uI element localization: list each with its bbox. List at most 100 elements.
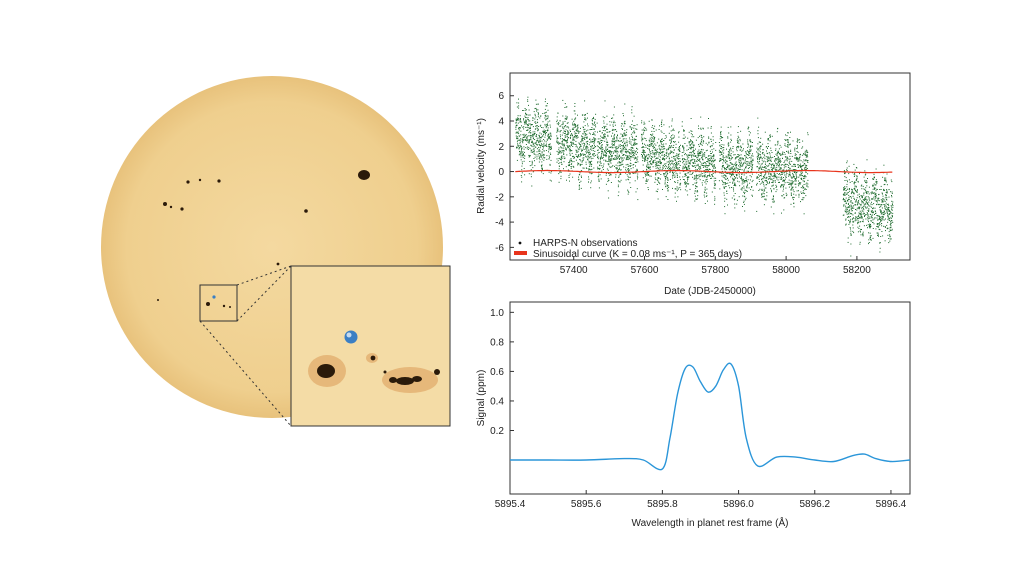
rv-observation-point <box>515 132 517 134</box>
rv-observation-point <box>711 164 713 166</box>
rv-observation-point <box>613 120 615 122</box>
rv-observation-point <box>591 129 593 130</box>
rv-observation-point <box>788 173 790 175</box>
rv-observation-point <box>794 164 796 166</box>
rv-observation-point <box>583 154 585 156</box>
rv-observation-point <box>597 131 598 133</box>
rv-observation-point <box>656 161 657 163</box>
rv-observation-point <box>732 169 734 170</box>
rv-observation-point <box>790 153 792 154</box>
rv-observation-point <box>594 134 596 136</box>
rv-observation-point <box>705 179 707 181</box>
rv-observation-point <box>540 133 542 135</box>
rv-observation-point <box>597 166 599 168</box>
rv-observation-point <box>518 105 520 107</box>
rv-observation-point <box>575 153 577 155</box>
rv-observation-point <box>641 156 643 158</box>
rv-observation-point <box>661 154 663 156</box>
rv-observation-point <box>525 147 527 149</box>
rv-observation-point <box>652 144 654 146</box>
rv-observation-point <box>604 133 606 135</box>
rv-observation-point <box>729 154 731 156</box>
rv-observation-point <box>778 162 780 164</box>
rv-observation-point <box>577 151 579 153</box>
rv-observation-point <box>773 164 774 166</box>
rv-observation-point <box>730 173 732 175</box>
rv-observation-point <box>558 122 560 124</box>
rv-observation-point <box>800 171 802 173</box>
rv-observation-point <box>538 135 540 137</box>
rv-observation-point <box>549 124 551 126</box>
rv-observation-point <box>788 165 790 167</box>
rv-observation-point <box>749 151 751 153</box>
rv-observation-point <box>532 167 534 169</box>
rv-observation-point <box>626 145 628 147</box>
rv-observation-point <box>532 151 534 153</box>
rv-observation-point <box>679 176 681 178</box>
rv-observation-point <box>855 185 857 187</box>
rv-observation-point <box>797 159 799 161</box>
rv-observation-point <box>726 157 728 159</box>
rv-observation-point <box>620 162 622 164</box>
rv-observation-point <box>781 164 783 165</box>
rv-observation-point <box>868 193 870 195</box>
rv-observation-point <box>710 145 712 147</box>
rv-observation-point <box>794 147 796 149</box>
rv-observation-point <box>544 157 546 159</box>
rv-observation-point <box>531 145 533 147</box>
rv-observation-point <box>654 148 656 150</box>
rv-observation-point <box>668 153 670 155</box>
rv-observation-point <box>791 183 793 185</box>
rv-observation-point <box>571 135 573 137</box>
rv-observation-point <box>798 193 800 195</box>
rv-observation-point <box>789 168 791 169</box>
rv-observation-point <box>603 137 605 139</box>
rv-observation-point <box>875 200 877 202</box>
rv-observation-point <box>719 158 721 159</box>
rv-observation-point <box>535 125 537 127</box>
rv-observation-point <box>735 185 737 187</box>
rv-observation-point <box>734 184 736 186</box>
rv-observation-point <box>606 123 608 125</box>
rv-observation-point <box>592 123 594 125</box>
rv-observation-point <box>519 153 521 155</box>
rv-observation-point <box>589 164 591 166</box>
rv-observation-point <box>645 140 647 142</box>
rv-observation-point <box>850 204 852 206</box>
rv-observation-point <box>795 159 797 161</box>
rv-observation-point <box>805 189 807 190</box>
rv-observation-point <box>574 123 576 125</box>
rv-observation-point <box>649 151 651 153</box>
rv-observation-point <box>533 153 535 155</box>
rv-observation-point <box>664 173 666 175</box>
rv-observation-point <box>560 159 562 161</box>
rv-observation-point <box>666 173 668 175</box>
rv-observation-point <box>770 159 772 161</box>
rv-observation-point <box>663 124 665 126</box>
rv-observation-point <box>722 181 724 183</box>
rv-observation-point <box>569 165 570 166</box>
rv-observation-point <box>688 160 690 162</box>
rv-observation-point <box>562 123 564 125</box>
rv-observation-point <box>550 154 552 155</box>
rv-observation-point <box>677 187 679 189</box>
rv-observation-point <box>625 169 626 171</box>
rv-observation-point <box>766 161 768 163</box>
rv-observation-point <box>643 121 645 123</box>
rv-observation-point <box>536 148 538 150</box>
rv-observation-point <box>556 137 558 139</box>
rv-observation-point <box>880 213 882 215</box>
rv-observation-point <box>729 167 731 169</box>
rv-observation-point <box>765 173 767 175</box>
rv-observation-point <box>844 210 846 212</box>
rv-observation-point <box>556 158 558 160</box>
rv-observation-point <box>751 186 753 187</box>
rv-observation-point <box>857 222 859 223</box>
rv-observation-point <box>732 151 734 153</box>
rv-observation-point <box>714 198 716 200</box>
rv-observation-point <box>678 148 680 150</box>
rv-observation-point <box>779 164 781 166</box>
rv-observation-point <box>559 134 561 136</box>
rv-observation-point <box>609 121 611 123</box>
rv-observation-point <box>855 209 856 210</box>
